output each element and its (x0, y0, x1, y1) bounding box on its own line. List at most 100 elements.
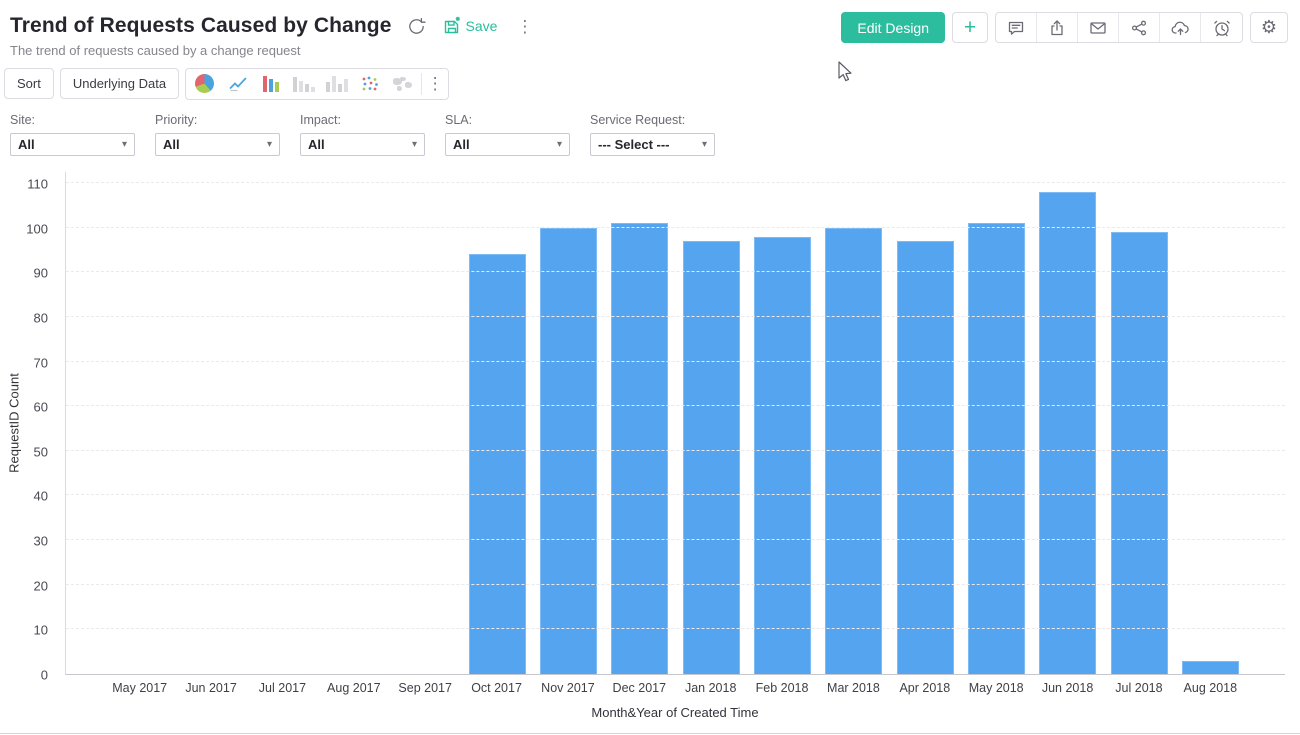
bar-slot-jul-2017 (248, 183, 319, 674)
x-tick-label: Oct 2017 (471, 681, 522, 695)
bar-aug-2018[interactable] (1181, 660, 1239, 674)
bar-jan-2018[interactable] (682, 241, 740, 674)
x-tick-label: Jul 2018 (1115, 681, 1163, 695)
gridline (66, 583, 1285, 585)
x-tick-label: Aug 2017 (327, 681, 381, 695)
bar-chart-icon[interactable] (254, 69, 287, 99)
chevron-down-icon: ▾ (701, 139, 707, 150)
filter-priority-label: Priority: (155, 113, 198, 127)
sort-button[interactable]: Sort (4, 68, 54, 99)
bar-jun-2018[interactable] (1039, 191, 1097, 674)
y-tick-label: 40 (33, 488, 48, 504)
bar-slot-mar-2018 (818, 183, 889, 674)
impact-filter-select[interactable]: All ▾ (300, 133, 425, 156)
bars-container (66, 183, 1285, 674)
save-label: Save (465, 18, 498, 34)
bar-slot-oct-2017 (462, 183, 533, 674)
pie-chart-icon[interactable] (188, 69, 221, 99)
bar-slot-nov-2017 (533, 183, 604, 674)
bar-dec-2017[interactable] (611, 223, 669, 674)
refresh-icon[interactable] (407, 17, 427, 36)
x-axis-title: Month&Year of Created Time (591, 705, 759, 720)
chart-type-more-icon[interactable]: ⋮ (426, 74, 444, 93)
bar-slot-may-2017 (105, 183, 176, 674)
x-tick-label: May 2017 (112, 681, 168, 695)
gridline (66, 449, 1285, 451)
header-more-icon[interactable]: ⋮ (516, 16, 534, 36)
page-title: Trend of Requests Caused by Change (10, 14, 392, 37)
bar-slot-aug-2018 (1175, 183, 1246, 674)
stacked-bar-chart-icon[interactable] (320, 69, 353, 99)
x-tick-label: Feb 2018 (755, 681, 809, 695)
share-icon[interactable] (1119, 13, 1160, 42)
x-tick-label: Sep 2017 (398, 681, 452, 695)
plot-area (65, 172, 1285, 675)
underlying-data-button[interactable]: Underlying Data (59, 68, 180, 99)
y-tick-label: 0 (40, 667, 48, 683)
chart-type-group: ⋮ (185, 67, 450, 100)
chevron-down-icon: ▾ (121, 139, 127, 150)
x-tick-label: Jun 2018 (1041, 681, 1094, 695)
priority-filter-select[interactable]: All ▾ (155, 133, 280, 156)
bar-slot-sep-2017 (390, 183, 461, 674)
filter-impact: Impact: All ▾ (300, 113, 425, 156)
chart-area: RequestID Count 0 10 20 30 40 50 60 70 80 90 100 11… (0, 172, 1300, 732)
bar-slot-aug-2017 (319, 183, 390, 674)
y-tick-label: 10 (33, 622, 48, 638)
filter-sla: SLA: All ▾ (445, 113, 570, 156)
y-tick-label: 90 (33, 265, 48, 281)
service-request-filter-select[interactable]: --- Select --- ▾ (590, 133, 715, 156)
x-tick-label: Mar 2018 (827, 681, 880, 695)
filter-priority: Priority: All ▾ (155, 113, 280, 156)
cloud-upload-icon[interactable] (1160, 13, 1201, 42)
y-tick-label: 80 (33, 310, 48, 326)
scatter-chart-icon[interactable] (353, 69, 386, 99)
chevron-down-icon: ▾ (266, 139, 272, 150)
header-icon-group (995, 12, 1243, 43)
bar-slot-jun-2018 (1032, 183, 1103, 674)
bar-slot-may-2018 (961, 183, 1032, 674)
bar-apr-2018[interactable] (896, 241, 954, 674)
y-tick-label: 30 (33, 533, 48, 549)
site-filter-select[interactable]: All ▾ (10, 133, 135, 156)
bar-may-2018[interactable] (967, 223, 1025, 674)
edit-design-button[interactable]: Edit Design (841, 12, 945, 43)
x-tick-label: Aug 2018 (1183, 681, 1238, 695)
filter-site-label: Site: (10, 113, 36, 127)
gridline (66, 315, 1285, 317)
save-icon (445, 16, 461, 34)
report-subtitle: The trend of requests caused by a change… (10, 43, 301, 58)
filter-impact-label: Impact: (300, 113, 341, 127)
map-chart-icon[interactable] (386, 69, 419, 99)
y-tick-label: 50 (33, 444, 48, 460)
bar-oct-2017[interactable] (468, 254, 526, 674)
gridline (66, 182, 1285, 183)
report-header: Trend of Requests Caused by Change Save … (0, 0, 1300, 60)
add-button[interactable]: + (952, 12, 988, 43)
bar-slot-dec-2017 (604, 183, 675, 674)
bar-slot-jul-2018 (1103, 183, 1174, 674)
export-icon[interactable] (1037, 13, 1078, 42)
gridline (66, 271, 1285, 273)
filter-sla-label: SLA: (445, 113, 473, 127)
settings-gear-icon[interactable]: ⚙ (1250, 12, 1288, 43)
y-tick-label: 60 (33, 399, 48, 415)
x-tick-label: May 2018 (968, 681, 1024, 695)
gridline (66, 628, 1285, 630)
x-tick-label: Apr 2018 (899, 681, 951, 695)
gridline (66, 360, 1285, 362)
bar-feb-2018[interactable] (753, 236, 811, 674)
sla-filter-select[interactable]: All ▾ (445, 133, 570, 156)
bar-jul-2018[interactable] (1110, 232, 1168, 674)
y-axis-ticks: 0 10 20 30 40 50 60 70 80 90 100 110 (0, 172, 56, 683)
alarm-schedule-icon[interactable] (1201, 13, 1242, 42)
filter-service-request-label: Service Request: (590, 113, 686, 127)
x-tick-label: Jul 2017 (258, 681, 307, 695)
line-chart-icon[interactable] (221, 69, 254, 99)
grouped-bar-chart-icon[interactable] (287, 69, 320, 99)
email-icon[interactable] (1078, 13, 1119, 42)
save-button[interactable]: Save (442, 16, 497, 36)
comments-icon[interactable] (996, 13, 1037, 42)
filters-bar: Site: All ▾ Priority: All ▾ Impact: All … (0, 113, 1300, 156)
x-tick-label: Dec 2017 (612, 681, 667, 695)
